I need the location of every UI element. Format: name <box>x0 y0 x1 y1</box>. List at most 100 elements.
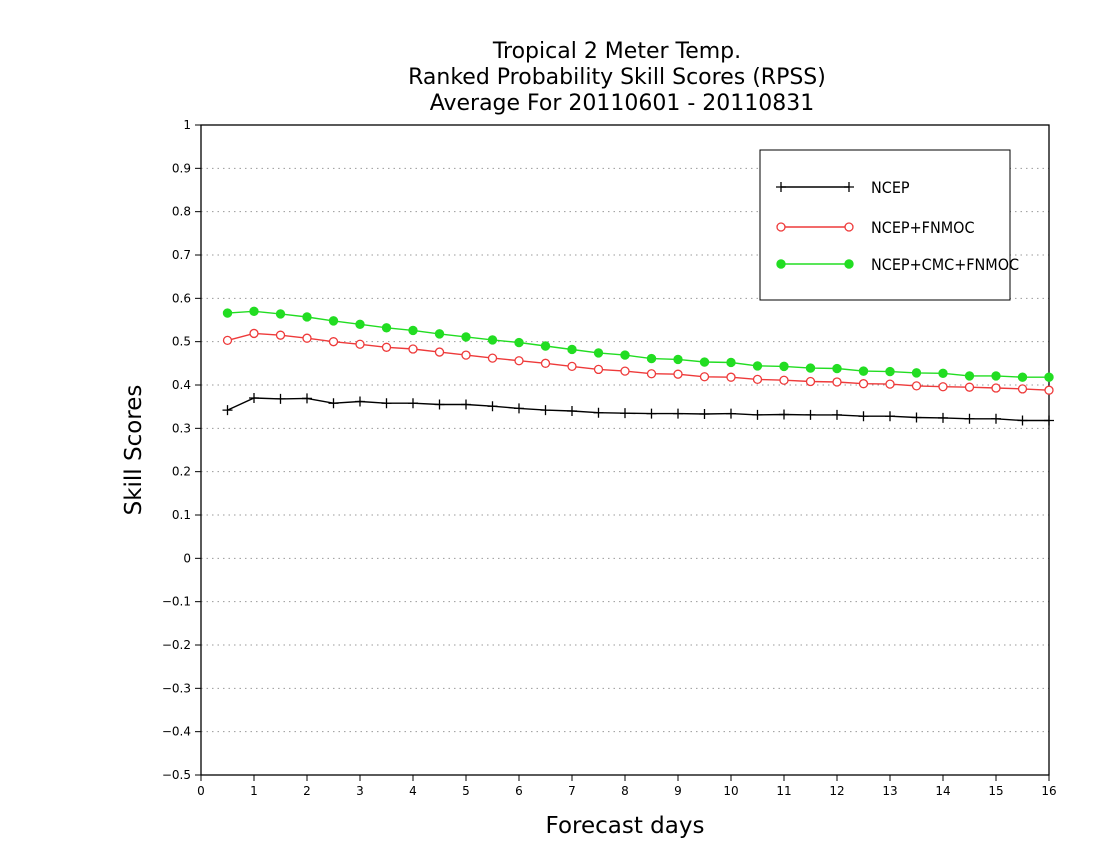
data-point-ncep <box>381 398 392 409</box>
data-point-ncep-fnmoc <box>567 361 577 372</box>
x-tick-label: 11 <box>776 784 791 798</box>
data-point-ncep-fnmoc <box>620 366 630 376</box>
legend-label: NCEP+CMC+FNMOC <box>871 255 1019 274</box>
data-point-ncep-cmc-fnmoc <box>434 329 445 339</box>
data-point-ncep <box>434 399 445 410</box>
data-point-ncep-fnmoc <box>646 369 657 379</box>
series-ncep-fnmoc <box>222 328 1054 395</box>
data-point-ncep-cmc-fnmoc <box>858 366 869 376</box>
y-gridlines <box>201 167 1049 733</box>
data-point-ncep-fnmoc <box>726 372 736 382</box>
data-point-ncep-fnmoc <box>673 369 683 379</box>
data-point-ncep-cmc-fnmoc <box>991 371 1001 381</box>
series-line-ncep-cmc-fnmoc <box>227 310 1049 378</box>
data-point-ncep-fnmoc <box>1044 385 1054 395</box>
legend-marker <box>776 222 786 232</box>
y-axis: −0.5 −0.4 −0.3 −0.2 −0.1 0 0.1 0.2 0.3 0.4 0.5 0.6 0… <box>162 118 201 782</box>
data-point-ncep <box>964 413 975 424</box>
legend-item-ncep-cmc-fnmoc: NCEP+CMC+FNMOC <box>776 255 1019 274</box>
data-point-ncep <box>752 409 763 420</box>
data-point-ncep-fnmoc <box>381 342 392 352</box>
x-tick-label: 16 <box>1041 784 1056 798</box>
data-point-ncep-fnmoc <box>408 344 418 354</box>
series-ncep-cmc-fnmoc <box>222 306 1054 382</box>
data-point-ncep-cmc-fnmoc <box>911 368 922 378</box>
y-tick-label: 0.5 <box>172 335 191 349</box>
x-tick-label: 2 <box>303 784 311 798</box>
x-tick-label: 0 <box>197 784 205 798</box>
data-point-ncep <box>938 412 948 423</box>
data-point-ncep-cmc-fnmoc <box>699 357 710 367</box>
x-tick-label: 6 <box>515 784 523 798</box>
data-point-ncep-fnmoc <box>938 382 948 392</box>
series-ncep <box>222 393 1054 426</box>
data-point-ncep-cmc-fnmoc <box>964 371 975 381</box>
data-point-ncep <box>911 412 922 423</box>
x-tick-label: 5 <box>462 784 470 798</box>
title-line-3: Average For 20110601 - 20110831 <box>430 91 815 116</box>
data-point-ncep-cmc-fnmoc <box>593 348 604 358</box>
x-tick-label: 15 <box>988 784 1003 798</box>
y-tick-label: −0.4 <box>162 725 191 739</box>
data-point-ncep-fnmoc <box>964 382 975 392</box>
data-point-ncep <box>673 408 683 419</box>
y-tick-label: 0.7 <box>172 248 191 262</box>
data-point-ncep-fnmoc <box>275 330 286 340</box>
y-tick-label: 0.2 <box>172 465 191 479</box>
x-tick-label: 7 <box>568 784 576 798</box>
data-point-ncep <box>540 405 551 416</box>
data-point-ncep-cmc-fnmoc <box>328 316 339 326</box>
data-point-ncep <box>328 398 339 409</box>
data-point-ncep-fnmoc <box>222 335 233 346</box>
data-point-ncep-fnmoc <box>434 347 445 357</box>
data-point-ncep-cmc-fnmoc <box>1044 372 1054 382</box>
y-tick-label: −0.2 <box>162 638 191 652</box>
legend-item-ncep: NCEP <box>776 178 910 197</box>
title-line-1: Tropical 2 Meter Temp. <box>492 39 741 64</box>
y-tick-label: −0.1 <box>162 595 191 609</box>
data-point-ncep-cmc-fnmoc <box>673 354 683 365</box>
data-point-ncep-cmc-fnmoc <box>567 344 577 355</box>
data-point-ncep-fnmoc <box>832 377 842 387</box>
data-point-ncep-fnmoc <box>514 356 524 366</box>
y-axis-title: Skill Scores <box>121 385 147 516</box>
data-point-ncep-fnmoc <box>805 376 816 387</box>
data-point-ncep-fnmoc <box>911 381 922 391</box>
data-point-ncep-cmc-fnmoc <box>620 350 630 360</box>
data-point-ncep-cmc-fnmoc <box>222 308 233 318</box>
x-tick-label: 9 <box>674 784 682 798</box>
data-point-ncep <box>1044 415 1054 426</box>
data-point-ncep-fnmoc <box>858 379 869 389</box>
data-point-ncep <box>408 398 418 409</box>
data-point-ncep <box>593 407 604 418</box>
chart-title: Tropical 2 Meter Temp. Ranked Probabilit… <box>408 39 826 116</box>
x-tick-label: 10 <box>723 784 738 798</box>
data-point-ncep-cmc-fnmoc <box>938 368 948 378</box>
data-point-ncep-fnmoc <box>699 372 710 382</box>
legend-marker <box>776 182 786 192</box>
data-point-ncep-cmc-fnmoc <box>726 357 736 368</box>
x-tick-label: 12 <box>829 784 844 798</box>
data-point-ncep <box>991 413 1001 424</box>
data-point-ncep <box>858 411 869 422</box>
data-point-ncep <box>302 393 312 404</box>
x-tick-label: 8 <box>621 784 629 798</box>
data-point-ncep-cmc-fnmoc <box>832 363 842 374</box>
data-point-ncep-cmc-fnmoc <box>1017 372 1028 382</box>
y-tick-label: −0.5 <box>162 768 191 782</box>
y-tick-label: 0.1 <box>172 508 191 522</box>
data-point-ncep <box>355 396 365 407</box>
data-point-ncep <box>699 409 710 420</box>
data-point-ncep-cmc-fnmoc <box>355 319 365 330</box>
x-axis: 0 1 2 3 4 5 6 7 8 9 10 11 12 13 14 15 16 <box>197 775 1057 798</box>
data-point-ncep-fnmoc <box>779 375 789 385</box>
legend-marker <box>844 259 854 269</box>
data-point-ncep-cmc-fnmoc <box>408 325 418 336</box>
data-point-ncep-cmc-fnmoc <box>461 332 471 342</box>
x-tick-label: 3 <box>356 784 364 798</box>
data-point-ncep-fnmoc <box>540 358 551 368</box>
y-tick-label: 0 <box>183 551 191 565</box>
data-point-ncep-cmc-fnmoc <box>885 366 895 377</box>
data-point-ncep <box>461 399 471 410</box>
data-point-ncep-cmc-fnmoc <box>514 337 524 348</box>
